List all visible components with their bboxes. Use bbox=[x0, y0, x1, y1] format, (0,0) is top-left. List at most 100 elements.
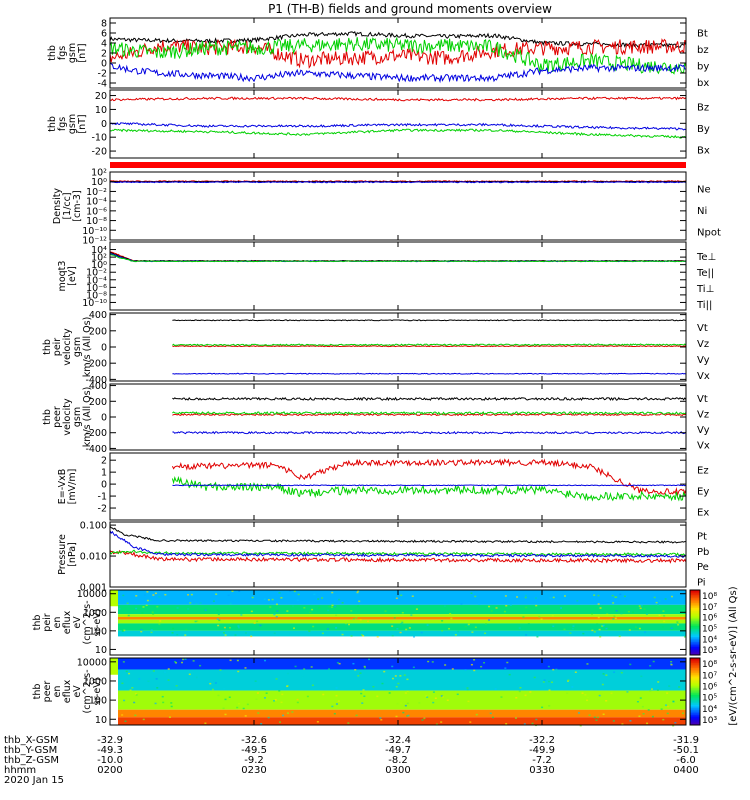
colorbar-frame bbox=[689, 589, 701, 656]
heatmap-cell bbox=[344, 622, 347, 625]
heatmap-cell bbox=[628, 629, 631, 631]
heatmap-cell bbox=[664, 598, 667, 600]
heatmap-cell bbox=[263, 697, 266, 699]
heatmap-cell bbox=[275, 603, 278, 606]
colorbar-cell bbox=[690, 609, 700, 612]
heatmap-cell bbox=[335, 703, 338, 705]
heatmap-cell bbox=[224, 713, 227, 716]
heatmap-cell bbox=[646, 722, 649, 725]
y-tick-label: -2 bbox=[98, 69, 107, 80]
heatmap-cell bbox=[190, 593, 193, 596]
legend-label: Ti|| bbox=[696, 300, 712, 311]
series-line bbox=[109, 525, 686, 544]
heatmap-cell bbox=[236, 659, 239, 662]
heatmap-cell bbox=[595, 719, 598, 721]
heatmap-cell bbox=[199, 602, 202, 604]
heatmap-cell bbox=[597, 594, 600, 597]
date-label: 2020 Jan 15 bbox=[4, 775, 64, 786]
heatmap-cell bbox=[336, 661, 339, 664]
ephem-value: -32.4 bbox=[385, 735, 411, 746]
heatmap-cell bbox=[602, 624, 605, 627]
ephem-value: -6.0 bbox=[676, 755, 696, 766]
colorbar-cell bbox=[690, 611, 700, 614]
heatmap-cell bbox=[217, 624, 220, 627]
heatmap-cell bbox=[466, 689, 469, 691]
heatmap-cell bbox=[250, 610, 253, 613]
y-axis-title: Pressure [nPa] bbox=[57, 534, 78, 575]
heatmap-cell bbox=[441, 696, 444, 698]
colorbar-cell bbox=[690, 686, 700, 689]
colorbar-label: [eV/(cm^2-s-sr-eV)] (All Qs) bbox=[728, 586, 739, 725]
legend-label: Ni bbox=[697, 206, 707, 217]
heatmap-cell bbox=[638, 627, 641, 630]
heatmap-cell bbox=[280, 701, 283, 704]
heatmap-cell bbox=[620, 612, 623, 615]
series-line bbox=[109, 38, 687, 69]
heatmap-cell bbox=[331, 705, 334, 708]
heatmap-cell bbox=[518, 690, 521, 693]
heatmap-cell bbox=[174, 660, 177, 663]
colorbar-cell bbox=[690, 622, 700, 625]
heatmap-cell bbox=[135, 694, 138, 696]
colorbar-cell bbox=[690, 604, 700, 607]
heatmap-cell bbox=[454, 634, 457, 636]
heatmap-cell bbox=[366, 620, 369, 623]
heatmap-cell bbox=[569, 632, 572, 634]
heatmap-cell bbox=[395, 715, 398, 718]
heatmap-cell bbox=[470, 592, 473, 594]
heatmap-cell bbox=[525, 634, 528, 636]
heatmap-cell bbox=[402, 711, 405, 714]
y-axis-title-line: km/s (All Qs) bbox=[82, 317, 93, 378]
colorbar-cell bbox=[690, 698, 700, 701]
heatmap-cell bbox=[488, 619, 491, 621]
y-tick-label: 0 bbox=[101, 480, 107, 491]
heatmap-cell bbox=[450, 617, 453, 620]
y-axis-title-line: peer bbox=[42, 681, 53, 703]
heatmap-cell bbox=[599, 636, 602, 638]
heatmap-cell bbox=[335, 694, 338, 697]
y-tick-label: 1000 bbox=[83, 676, 107, 687]
heatmap-cell bbox=[184, 658, 187, 660]
heatmap-cell bbox=[644, 631, 647, 633]
y-tick-label: 0 bbox=[101, 59, 107, 70]
y-axis-title-line: Density bbox=[52, 188, 63, 224]
heatmap-cell bbox=[195, 603, 198, 605]
y-axis-title-line: peir bbox=[42, 613, 53, 632]
heatmap-cell bbox=[473, 669, 476, 672]
heatmap-cell bbox=[331, 603, 334, 605]
heatmap-cell bbox=[335, 627, 338, 629]
heatmap-cell bbox=[158, 596, 161, 598]
heatmap-cell bbox=[463, 633, 466, 636]
heatmap-cell bbox=[395, 679, 398, 681]
heatmap-cell bbox=[135, 607, 138, 610]
legend-label: Ne bbox=[697, 185, 711, 196]
heatmap-cell bbox=[176, 633, 179, 636]
colorbar-cell bbox=[690, 684, 700, 687]
heatmap-cell bbox=[505, 723, 508, 725]
heatmap-cell bbox=[670, 595, 673, 598]
heatmap-cell bbox=[391, 634, 394, 637]
heatmap-cell bbox=[306, 695, 309, 698]
y-tick-label: 1000 bbox=[83, 608, 107, 619]
heatmap-cell bbox=[360, 692, 363, 695]
heatmap-cell bbox=[167, 668, 170, 670]
heatmap-cell bbox=[566, 680, 569, 682]
heatmap-cell bbox=[222, 707, 225, 710]
heatmap-cell bbox=[228, 626, 231, 629]
heatmap-cell bbox=[311, 684, 314, 687]
heatmap-cell bbox=[549, 597, 552, 599]
colorbar-tick-label: 10⁵ bbox=[702, 694, 717, 704]
heatmap-cell bbox=[242, 707, 245, 710]
y-axis-title-line: thb bbox=[47, 45, 58, 61]
legend-label: Te|| bbox=[696, 268, 714, 279]
y-axis-title-line: [nT] bbox=[77, 114, 88, 133]
heatmap-cell bbox=[593, 594, 596, 596]
heatmap-cell bbox=[355, 617, 358, 619]
heatmap-cell bbox=[122, 594, 125, 597]
heatmap-cell bbox=[244, 632, 247, 634]
heatmap-cell bbox=[441, 630, 444, 632]
heatmap-cell bbox=[401, 621, 404, 624]
heatmap-cell bbox=[267, 716, 270, 719]
heatmap-cell bbox=[194, 620, 197, 623]
